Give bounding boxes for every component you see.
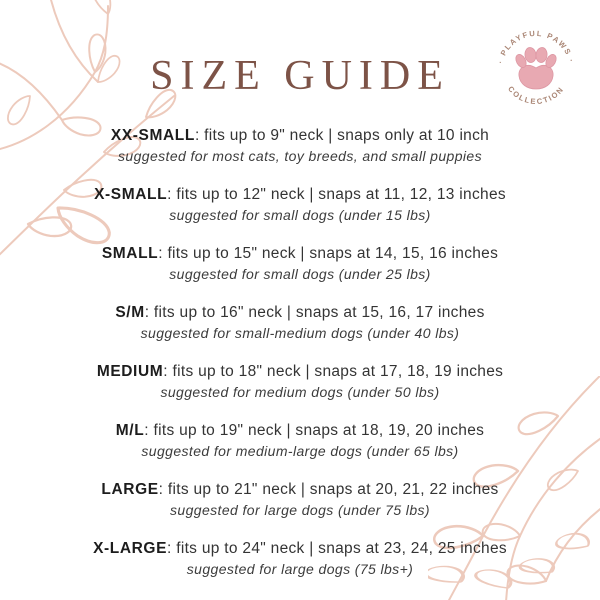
size-entry-large: LARGE: fits up to 21" neck | snaps at 20…	[0, 470, 600, 529]
size-detail: : fits up to 16" neck | snaps at 15, 16,…	[144, 304, 485, 321]
size-note: suggested for small dogs (under 25 lbs)	[169, 266, 431, 282]
size-spec: MEDIUM: fits up to 18" neck | snaps at 1…	[0, 363, 600, 381]
size-entry-xx-small: XX-SMALL: fits up to 9" neck | snaps onl…	[0, 116, 600, 175]
size-note: suggested for small-medium dogs (under 4…	[140, 325, 460, 341]
size-label: SMALL	[101, 245, 159, 262]
size-entry-m-l: M/L: fits up to 19" neck | snaps at 18, …	[0, 411, 600, 470]
size-detail: : fits up to 12" neck | snaps at 11, 12,…	[167, 186, 506, 203]
size-label: LARGE	[101, 481, 159, 498]
size-spec: LARGE: fits up to 21" neck | snaps at 20…	[0, 481, 600, 499]
size-note: suggested for large dogs (under 75 lbs)	[170, 502, 430, 518]
paw-icon	[515, 47, 557, 90]
size-label: M/L	[115, 422, 145, 439]
size-spec: SMALL: fits up to 15" neck | snaps at 14…	[0, 245, 600, 263]
size-spec: XX-SMALL: fits up to 9" neck | snaps onl…	[0, 127, 600, 145]
size-entry-x-large: X-LARGE: fits up to 24" neck | snaps at …	[0, 529, 600, 588]
size-spec: X-SMALL: fits up to 12" neck | snaps at …	[0, 186, 600, 204]
brand-badge: · PLAYFUL PAWS · COLLECTION	[496, 29, 575, 106]
size-list: XX-SMALL: fits up to 9" neck | snaps onl…	[0, 116, 600, 588]
size-entry-medium: MEDIUM: fits up to 18" neck | snaps at 1…	[0, 352, 600, 411]
size-detail: : fits up to 9" neck | snaps only at 10 …	[194, 127, 490, 144]
size-entry-small: SMALL: fits up to 15" neck | snaps at 14…	[0, 234, 600, 293]
size-label: S/M	[115, 304, 145, 321]
size-detail: : fits up to 21" neck | snaps at 20, 21,…	[158, 481, 499, 498]
size-label: XX-SMALL	[110, 127, 195, 144]
page-title: SIZE GUIDE	[150, 53, 450, 99]
size-note: suggested for medium-large dogs (under 6…	[141, 443, 459, 459]
size-detail: : fits up to 19" neck | snaps at 18, 19,…	[144, 422, 485, 439]
size-note: suggested for large dogs (75 lbs+)	[186, 561, 414, 577]
size-label: X-LARGE	[93, 540, 168, 557]
size-detail: : fits up to 15" neck | snaps at 14, 15,…	[158, 245, 499, 262]
size-entry-x-small: X-SMALL: fits up to 12" neck | snaps at …	[0, 175, 600, 234]
size-detail: : fits up to 18" neck | snaps at 17, 18,…	[163, 363, 504, 380]
size-note: suggested for most cats, toy breeds, and…	[117, 148, 482, 164]
size-spec: X-LARGE: fits up to 24" neck | snaps at …	[0, 540, 600, 558]
size-entry-s-m: S/M: fits up to 16" neck | snaps at 15, …	[0, 293, 600, 352]
size-note: suggested for small dogs (under 15 lbs)	[169, 207, 431, 223]
size-spec: S/M: fits up to 16" neck | snaps at 15, …	[0, 304, 600, 322]
size-spec: M/L: fits up to 19" neck | snaps at 18, …	[0, 422, 600, 440]
size-label: X-SMALL	[94, 186, 168, 203]
size-note: suggested for medium dogs (under 50 lbs)	[160, 384, 440, 400]
size-label: MEDIUM	[96, 363, 164, 380]
size-detail: : fits up to 24" neck | snaps at 23, 24,…	[167, 540, 507, 557]
